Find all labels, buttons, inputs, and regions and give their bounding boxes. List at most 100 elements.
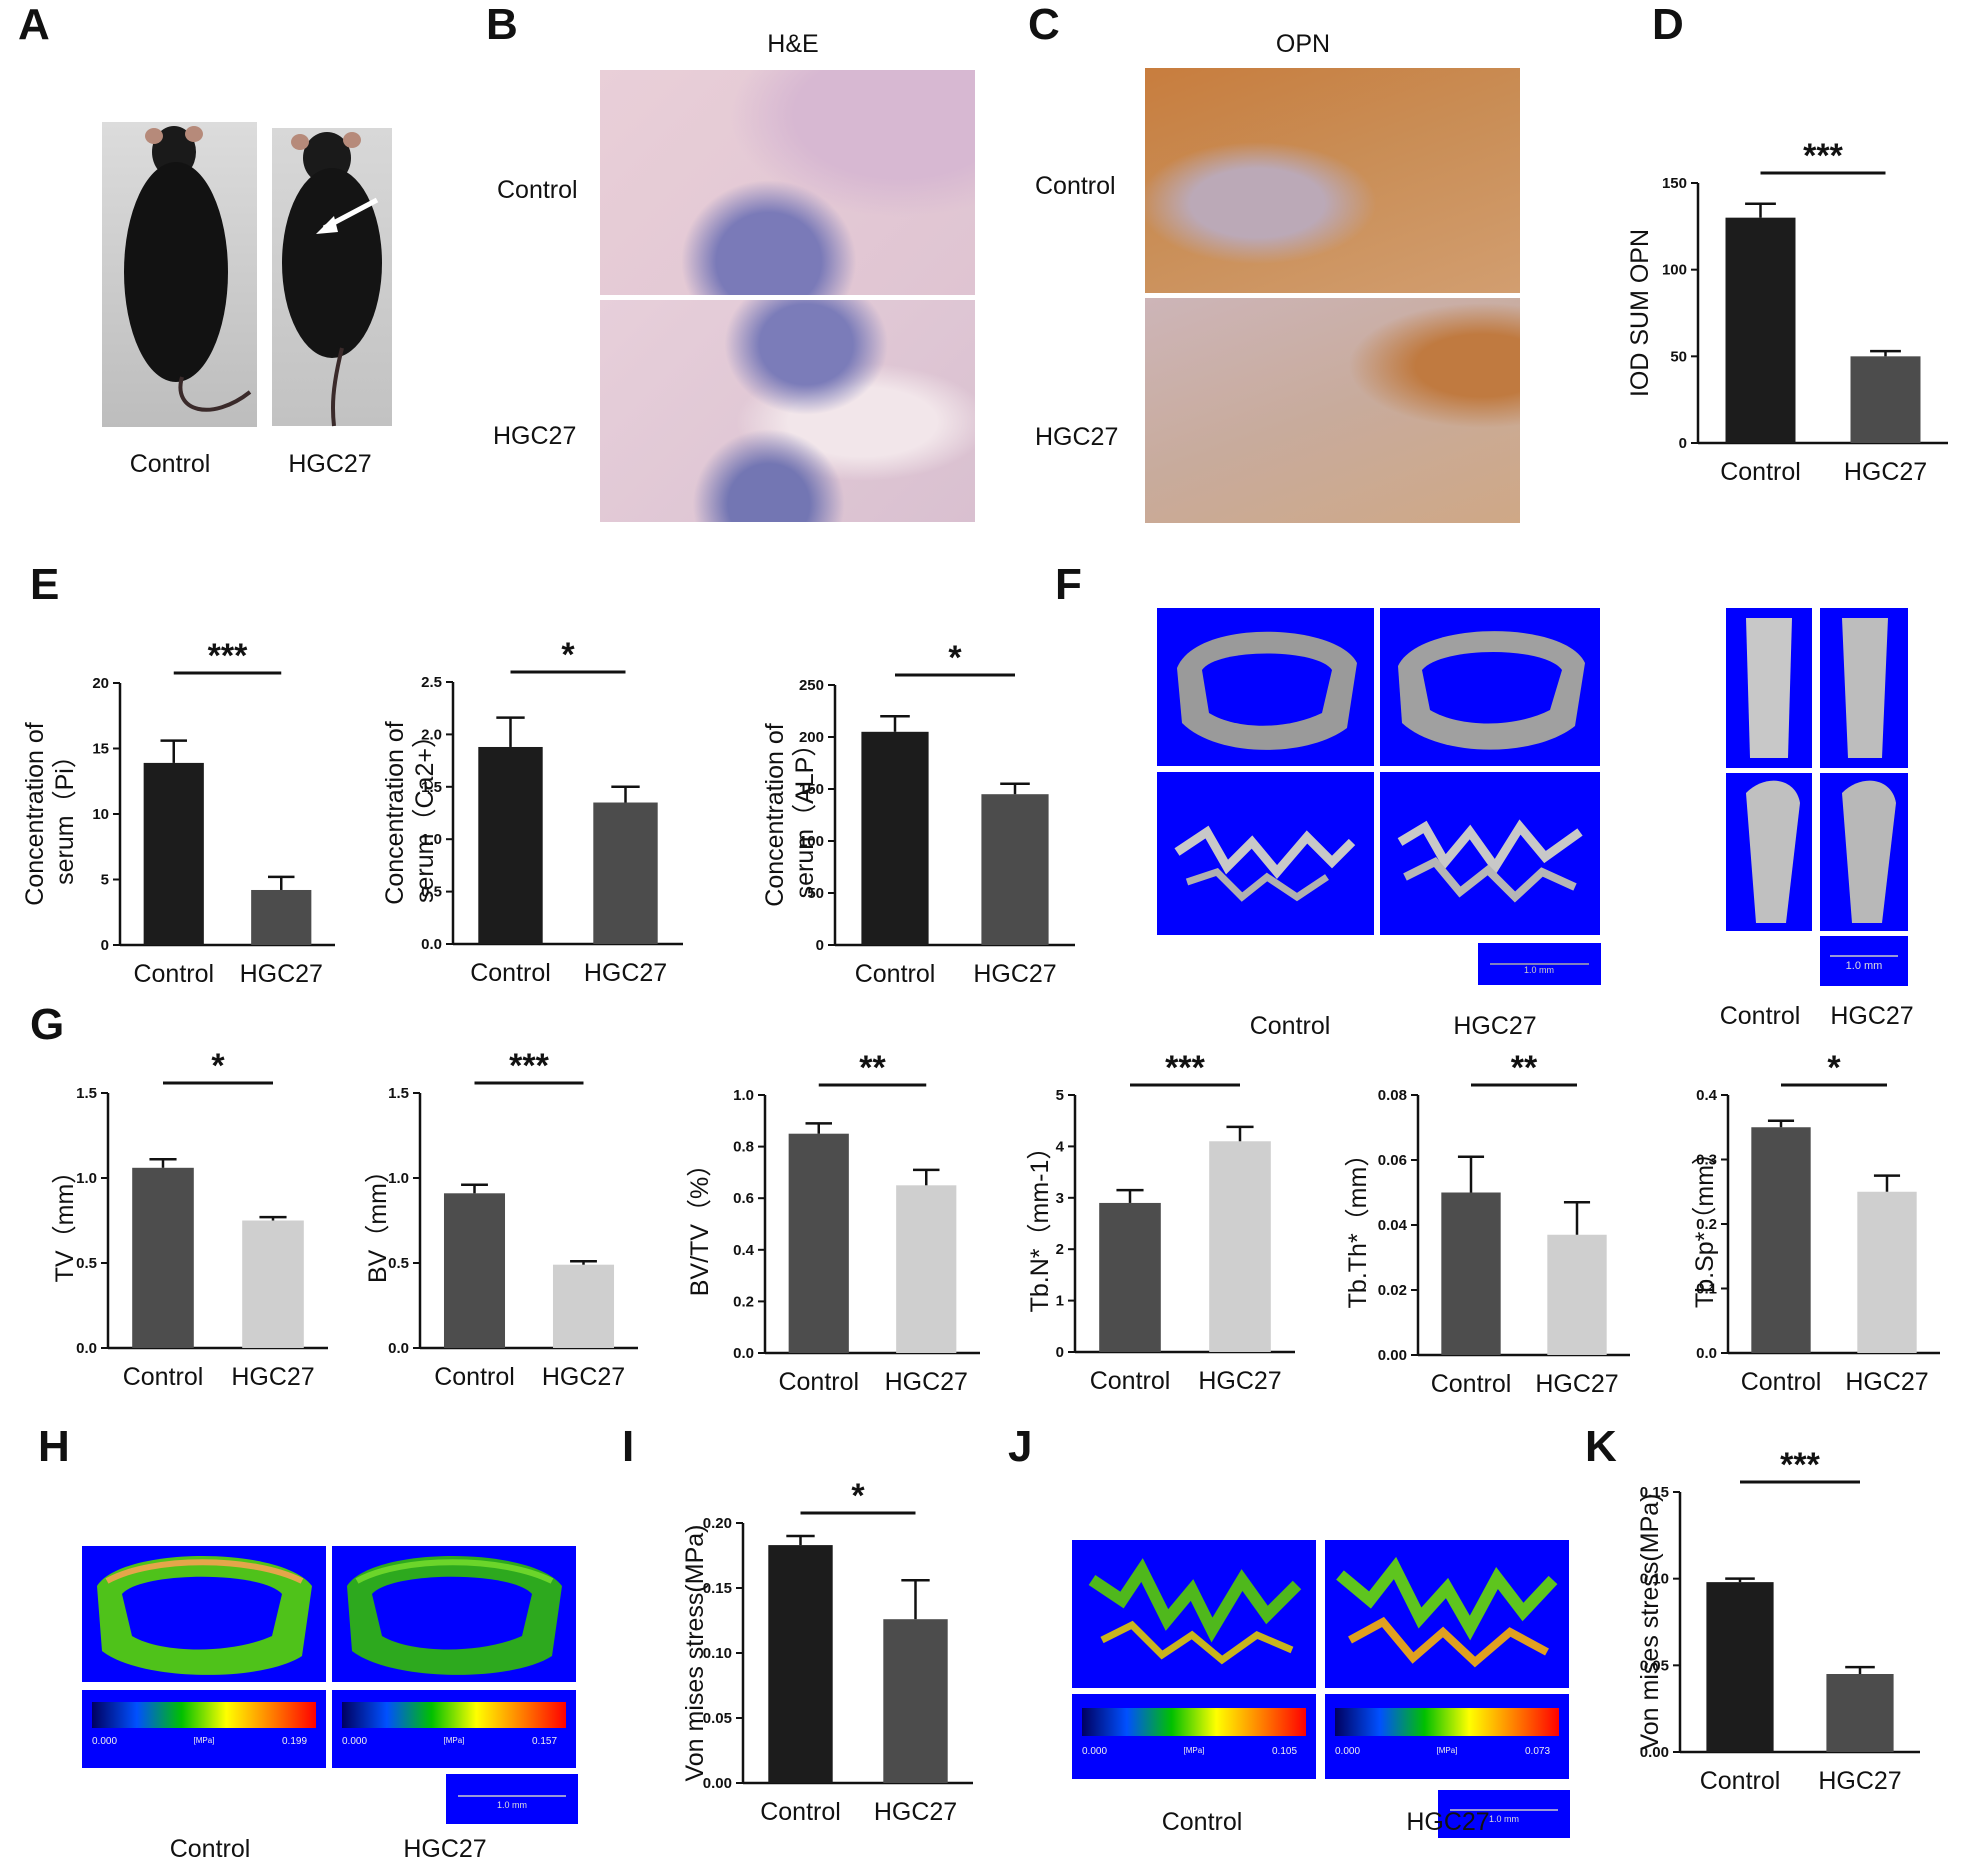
fea-cortical-control	[82, 1546, 326, 1682]
ct-femur-control-top-drawing	[1746, 618, 1792, 758]
ct-cortical-hgc27-drawing	[1398, 631, 1585, 750]
chart-e3-ytick-label: 100	[799, 833, 824, 850]
chart-i-ytick-label: 0.10	[703, 1645, 732, 1662]
chart-e1-category-label: Control	[133, 960, 214, 988]
colorbar-j-control-unit: [MPa]	[1183, 1746, 1205, 1755]
chart-e3-ylabel: serum（ALP）	[791, 732, 819, 899]
chart-g3-bar-control	[788, 1133, 849, 1353]
ct-femur-control-bottom	[1726, 773, 1812, 931]
chart-g3-ytick-label: 0.4	[733, 1242, 755, 1259]
chart-e3-ytick-label: 250	[799, 677, 824, 694]
chart-g2-significance: ***	[509, 1047, 549, 1085]
chart-e1-ytick-label: 10	[92, 806, 109, 823]
colorbar-h-hgc27-min: 0.000	[342, 1736, 368, 1747]
chart-g3-category-label: HGC27	[885, 1368, 968, 1396]
chart-i-bar-hgc27	[883, 1619, 948, 1783]
colorbar-h-control-unit: [MPa]	[193, 1736, 215, 1745]
colorbar-j-hgc27: 0.000 [MPa] 0.073	[1325, 1694, 1569, 1779]
chart-g4-ytick-label: 3	[1056, 1190, 1064, 1207]
chart-e1-bar-hgc27	[251, 889, 312, 945]
chart-e1-ytick-label: 20	[92, 675, 109, 692]
ct-trabecular-hgc27	[1380, 772, 1600, 935]
chart-g2-category-label: HGC27	[542, 1363, 625, 1391]
panel-letter-f: F	[1055, 560, 1082, 609]
chart-i-ytick-label: 0.20	[703, 1515, 732, 1532]
chart-i-ylabel: Von mises stress(MPa)	[681, 1524, 709, 1781]
chart-g6-ylabel: Tb.Sp*（mm）	[1691, 1140, 1719, 1308]
chart-e1-bar-control	[143, 762, 204, 945]
chart-e3-significance: *	[948, 639, 962, 677]
colorbar-h-control-gradient	[92, 1702, 316, 1728]
chart-g6-ytick-label: 0.0	[1696, 1345, 1717, 1362]
colorbar-j-control: 0.000 [MPa] 0.105	[1072, 1694, 1316, 1779]
chart-e2-significance: *	[561, 636, 575, 674]
chart-g2-bar-control	[443, 1193, 506, 1348]
chart-d-ytick-label: 0	[1679, 435, 1687, 452]
chart-g3-ylabel: BV/TV（%）	[686, 1152, 714, 1296]
chart-g4-ytick-label: 5	[1056, 1087, 1064, 1104]
ct-femur-hgc27-bottom	[1820, 773, 1908, 931]
label-c-control: Control	[1035, 172, 1116, 200]
label-a-control: Control	[129, 450, 211, 478]
chart-g5-ytick-label: 0.04	[1378, 1217, 1408, 1234]
ct-femur-hgc27-top-drawing	[1842, 618, 1888, 758]
label-h-hgc27: HGC27	[403, 1835, 487, 1863]
chart-i-category-label: Control	[760, 1798, 841, 1826]
chart-e3-category-label: Control	[855, 960, 936, 988]
scalebar-f-left: 1.0 mm	[1478, 943, 1601, 985]
fea-cortical-control-drawing	[97, 1556, 312, 1675]
label-j-control: Control	[1161, 1808, 1243, 1836]
scalebar-h-text: 1.0 mm	[496, 1800, 528, 1810]
chart-g1-bar-hgc27	[242, 1220, 304, 1348]
chart-k-bar-hgc27	[1826, 1674, 1894, 1752]
fea-trabecular-hgc27	[1325, 1540, 1569, 1688]
chart-g5-ylabel: Tb.Th*（mm）	[1344, 1142, 1372, 1309]
panel-letter-j: J	[1008, 1422, 1033, 1471]
scalebar-j: 1.0 mm	[1438, 1790, 1570, 1838]
colorbar-j-hgc27-gradient	[1335, 1708, 1559, 1736]
chart-e3-bar-control	[861, 731, 929, 945]
chart-e2-ytick-label: 1.0	[421, 831, 442, 848]
chart-g4-ylabel: Tb.N*（mm-1）	[1026, 1135, 1054, 1313]
scalebar-j-text: 1.0 mm	[1488, 1814, 1520, 1824]
panel-letter-k: K	[1585, 1422, 1617, 1471]
chart-e1-significance: ***	[208, 637, 248, 675]
chart-g1-ytick-label: 1.0	[76, 1170, 97, 1187]
chart-e2-ylabel: serum（Ca2+）	[411, 723, 439, 903]
chart-k-ytick-label: 0.00	[1640, 1744, 1669, 1761]
chart-g5-category-label: Control	[1431, 1370, 1512, 1398]
chart-k-ytick-label: 0.10	[1640, 1571, 1669, 1588]
scalebar-f-right: 1.0 mm	[1820, 936, 1908, 986]
chart-d-ytick-label: 100	[1662, 262, 1687, 279]
colorbar-h-control-min: 0.000	[92, 1736, 118, 1747]
scalebar-h-line	[458, 1795, 566, 1797]
chart-g4-ytick-label: 1	[1056, 1293, 1064, 1310]
ct-trabecular-control-drawing	[1174, 825, 1356, 902]
chart-g1-ytick-label: 1.5	[76, 1085, 97, 1102]
ct-trabecular-hgc27-drawing	[1397, 819, 1583, 903]
chart-e2-bar-hgc27	[593, 802, 658, 944]
chart-e2-category-label: Control	[470, 959, 551, 987]
ct-femur-hgc27-bottom-drawing	[1842, 780, 1896, 923]
he-image-control	[600, 70, 975, 295]
colorbar-h-hgc27-gradient	[342, 1702, 566, 1728]
chart-e2-ytick-label: 2.5	[421, 674, 442, 691]
chart-g2-bar-hgc27	[552, 1264, 615, 1348]
colorbar-j-control-max: 0.105	[1272, 1746, 1298, 1757]
chart-e3-ytick-label: 200	[799, 729, 824, 746]
chart-e1-ylabel: serum（Pi）	[51, 743, 79, 885]
chart-e1-ylabel: Concentration of	[21, 722, 49, 906]
panel-letter-a: A	[18, 0, 50, 49]
colorbar-j-control-min: 0.000	[1082, 1746, 1108, 1757]
chart-g1-ylabel: TV（mm）	[51, 1159, 79, 1283]
chart-g4-category-label: HGC27	[1198, 1367, 1281, 1395]
chart-k-bar-control	[1706, 1582, 1774, 1752]
chart-d-bar-hgc27	[1850, 356, 1921, 443]
chart-d-category-label: Control	[1720, 458, 1801, 486]
chart-i-bar-control	[768, 1545, 833, 1783]
chart-k-ytick-label: 0.15	[1640, 1484, 1669, 1501]
colorbar-j-control-gradient	[1082, 1708, 1306, 1736]
chart-g3-ytick-label: 0.8	[733, 1139, 754, 1156]
label-h-control: Control	[169, 1835, 251, 1863]
chart-e2-bar-control	[478, 746, 543, 944]
